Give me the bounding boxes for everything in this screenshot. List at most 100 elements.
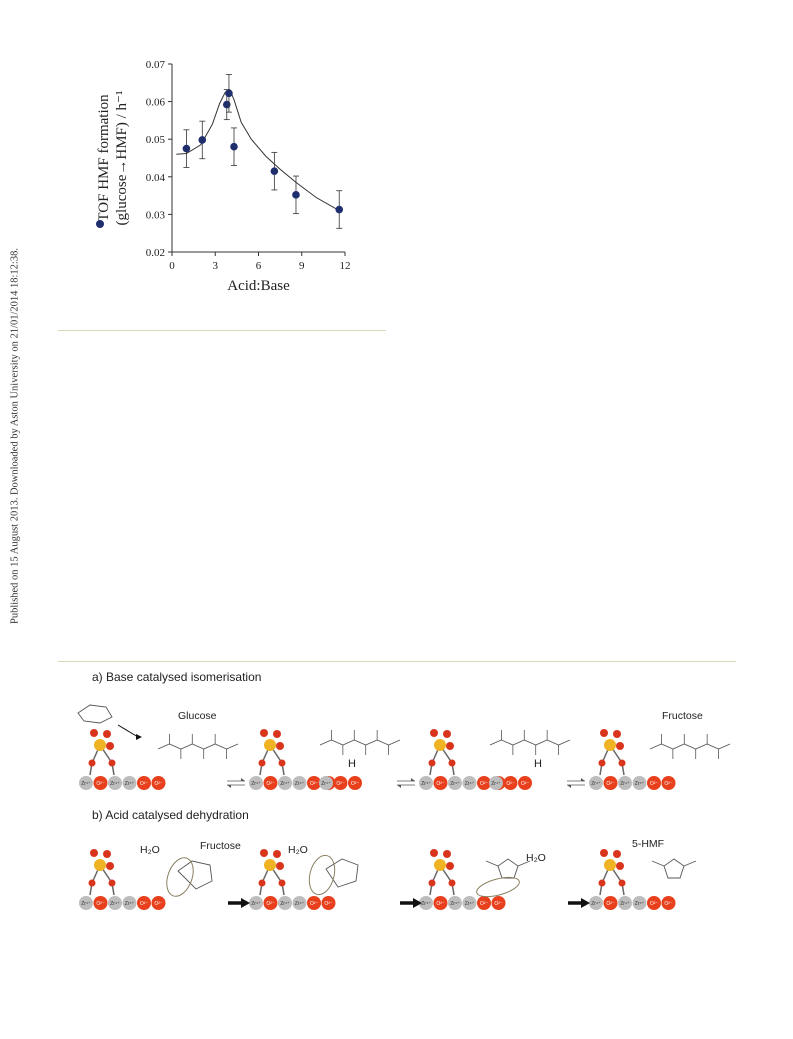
zr-atom: [278, 776, 292, 790]
atom-label: O²⁻: [650, 901, 659, 907]
atom-label: Zr⁴⁺: [251, 901, 261, 907]
reaction-scheme: a) Base catalysed isomerisation b) Acid …: [60, 665, 736, 920]
y-tick-label: 0.05: [146, 134, 166, 146]
sulfur-atom: [94, 859, 106, 871]
zr-atom: [419, 896, 433, 910]
zr-atom: [108, 776, 122, 790]
enediol-chain-2: [489, 730, 571, 755]
chart-divider: [58, 330, 386, 331]
o-atom: [647, 896, 661, 910]
atom-label: O²⁻: [140, 901, 149, 907]
glucose-approach-arrow: [117, 724, 142, 740]
zr-atom: [79, 896, 93, 910]
y-tick-label: 0.03: [146, 209, 166, 221]
atom-label: O²⁻: [480, 901, 489, 907]
o-atom: [348, 776, 362, 790]
zr-atom: [292, 896, 307, 910]
atom-label: Zr⁴⁺: [465, 781, 475, 787]
atom-label: O²⁻: [664, 901, 673, 907]
surface-a-3: Zr⁴⁺O²⁻Zr⁴⁺Zr⁴⁺O²⁻O²⁻: [419, 776, 506, 790]
fructose-label-a: Fructose: [662, 710, 703, 722]
atom-label: O²⁻: [436, 901, 445, 907]
equilibrium-arrow-3: [567, 778, 585, 788]
data-point: [270, 167, 279, 175]
x-tick-label: 6: [256, 260, 262, 272]
sulfur-atom: [264, 739, 276, 751]
atom-label: Zr⁴⁺: [491, 781, 501, 787]
o-atom: [603, 896, 618, 910]
atom-label: Zr⁴⁺: [635, 781, 645, 787]
zr-atom: [448, 896, 462, 910]
o-atom: [333, 776, 348, 790]
o-atom: [307, 896, 321, 910]
active-site-ellipse-2: [308, 854, 336, 896]
h2o-label-2: H₂O: [288, 844, 308, 856]
o-atom: [263, 896, 278, 910]
sulfate-site-a-1: [88, 729, 116, 776]
h-atom-1: H: [348, 758, 356, 770]
sulfate-site-b-1: [88, 849, 116, 896]
o-atom: [93, 896, 108, 910]
surface-b-3: Zr⁴⁺ O²⁻ Zr⁴⁺ Zr⁴⁺ O²⁻ O²⁻: [419, 896, 506, 910]
atom-label: Zr⁴⁺: [635, 901, 645, 907]
atom-label: Zr⁴⁺: [81, 901, 91, 907]
h-atom-2: H: [534, 758, 542, 770]
atom-label: O²⁻: [154, 781, 163, 787]
zr-atom: [618, 776, 632, 790]
data-point: [225, 89, 233, 98]
zr-atom: [419, 776, 433, 790]
zr-atom: [618, 896, 632, 910]
glucose-label: Glucose: [178, 710, 217, 722]
zr-atom: [589, 896, 603, 910]
atom-label: Zr⁴⁺: [465, 901, 475, 907]
scheme-divider: [58, 661, 736, 662]
publication-note-text: Published on 15 August 2013. Downloaded …: [9, 248, 21, 624]
surface-b-1: Zr⁴⁺ O²⁻ Zr⁴⁺ Zr⁴⁺ O²⁻ O²⁻: [79, 896, 166, 910]
y-tick-label: 0.02: [146, 247, 165, 259]
o-atom: [433, 896, 448, 910]
atom-label: Zr⁴⁺: [450, 901, 460, 907]
o-atom: [93, 776, 108, 790]
tof-chart-svg: 0 3 6 9 12 0.02 0.03 0.04 0.05 0.06 0.07 Acid:Base T…: [96, 59, 351, 294]
zr-atom: [462, 896, 477, 910]
atom-label: Zr⁴⁺: [295, 781, 305, 787]
y-axis-label: TOF HMF formation (glucose→HMF) / h⁻¹: [96, 91, 130, 226]
atom-label: Zr⁴⁺: [295, 901, 305, 907]
atom-label: Zr⁴⁺: [125, 901, 135, 907]
o-atom: [477, 896, 491, 910]
hmf-ring: [651, 858, 697, 879]
data-point: [198, 136, 207, 144]
sulfur-atom: [264, 859, 276, 871]
o-atom: [647, 776, 661, 790]
x-tick-label: 0: [169, 260, 175, 272]
atom-label: O²⁻: [324, 901, 333, 907]
o-atom: [151, 896, 166, 910]
o-atom: [661, 896, 676, 910]
o-atom: [137, 776, 151, 790]
atom-label: Zr⁴⁺: [280, 781, 290, 787]
x-axis-label: Acid:Base: [227, 278, 290, 294]
atom-label: O²⁻: [96, 781, 105, 787]
atom-label: O²⁻: [310, 901, 319, 907]
atom-label: Zr⁴⁺: [110, 781, 120, 787]
h2o-label-1: H₂O: [140, 844, 160, 856]
glucose-ring: [77, 704, 113, 724]
sulfur-atom: [94, 739, 106, 751]
part-a-title: a) Base catalysed isomerisation: [92, 670, 262, 684]
atom-label: Zr⁴⁺: [251, 781, 261, 787]
atom-label: O²⁻: [494, 901, 503, 907]
zr-atom: [448, 776, 462, 790]
enediol-chain-1: [319, 730, 401, 755]
y-axis-label-line1: TOF HMF formation: [96, 94, 112, 222]
atom-label: O²⁻: [154, 901, 163, 907]
active-site-ellipse-3: [476, 876, 520, 898]
atom-label: O²⁻: [664, 781, 673, 787]
equilibrium-arrow-2: [397, 778, 415, 788]
fructose-label-b: Fructose: [200, 840, 241, 852]
y-tick-label: 0.06: [146, 97, 166, 109]
sulfate-site-a-2: [258, 729, 286, 776]
atom-label: O²⁻: [310, 781, 319, 787]
publication-note: Published on 15 August 2013. Downloaded …: [4, 236, 26, 636]
atom-label: O²⁻: [650, 781, 659, 787]
sulfate-site-a-3: [428, 729, 456, 776]
